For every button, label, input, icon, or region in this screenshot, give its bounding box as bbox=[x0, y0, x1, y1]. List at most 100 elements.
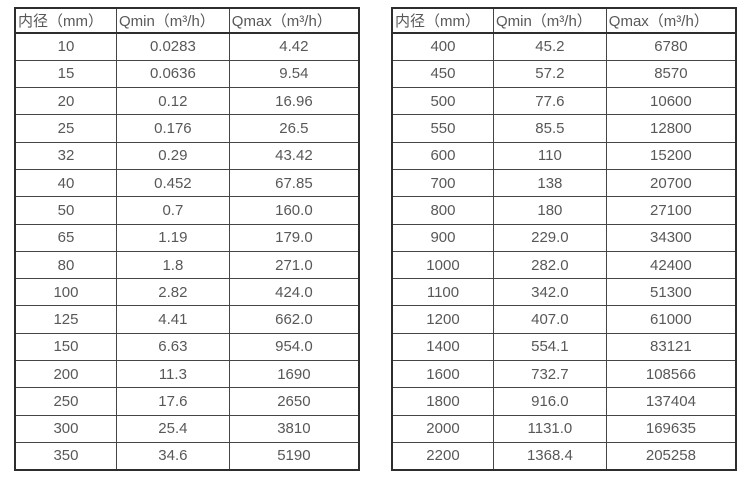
qmax-cell: 83121 bbox=[605, 332, 737, 362]
table-row: 600 110 15200 bbox=[391, 141, 737, 170]
qmin-cell: 916.0 bbox=[492, 387, 607, 416]
qmin-cell: 45.2 bbox=[492, 32, 607, 61]
diameter-cell: 550 bbox=[391, 114, 494, 143]
qmax-cell: 42400 bbox=[605, 250, 737, 280]
table-row: 300 25.4 3810 bbox=[14, 414, 360, 443]
diameter-cell: 300 bbox=[14, 414, 117, 443]
qmin-cell: 25.4 bbox=[115, 414, 230, 443]
table-row: 2000 1131.0 169635 bbox=[391, 414, 737, 443]
diameter-cell: 20 bbox=[14, 87, 117, 116]
diameter-cell: 350 bbox=[14, 441, 117, 471]
qmax-cell: 67.85 bbox=[228, 168, 360, 198]
qmax-cell: 4.42 bbox=[228, 32, 360, 61]
diameter-cell: 2000 bbox=[391, 414, 494, 443]
qmin-cell: 0.452 bbox=[115, 168, 230, 198]
qmax-cell: 12800 bbox=[605, 114, 737, 143]
diameter-cell: 80 bbox=[14, 250, 117, 280]
qmin-cell: 229.0 bbox=[492, 223, 607, 252]
qmin-cell: 282.0 bbox=[492, 250, 607, 280]
header-row: 内径（mm） Qmin（m³/h） Qmax（m³/h） bbox=[14, 7, 360, 34]
flow-rate-tables: 内径（mm） Qmin（m³/h） Qmax（m³/h） 10 0.0283 4.4… bbox=[14, 7, 737, 471]
qmin-cell: 0.0636 bbox=[115, 59, 230, 89]
diameter-cell: 250 bbox=[14, 387, 117, 416]
diameter-cell: 32 bbox=[14, 141, 117, 170]
table-row: 200 11.3 1690 bbox=[14, 360, 360, 389]
table-row: 125 4.41 662.0 bbox=[14, 305, 360, 334]
qmin-cell: 6.63 bbox=[115, 332, 230, 362]
diameter-cell: 150 bbox=[14, 332, 117, 362]
table-row: 550 85.5 12800 bbox=[391, 114, 737, 143]
table-row: 2200 1368.4 205258 bbox=[391, 441, 737, 471]
qmin-cell: 1.8 bbox=[115, 250, 230, 280]
table-row: 350 34.6 5190 bbox=[14, 441, 360, 471]
table-row: 250 17.6 2650 bbox=[14, 387, 360, 416]
table-row: 1800 916.0 137404 bbox=[391, 387, 737, 416]
qmin-cell: 407.0 bbox=[492, 305, 607, 334]
qmax-cell: 179.0 bbox=[228, 223, 360, 252]
qmax-cell: 169635 bbox=[605, 414, 737, 443]
diameter-cell: 600 bbox=[391, 141, 494, 170]
qmin-cell: 34.6 bbox=[115, 441, 230, 471]
qmin-cell: 0.7 bbox=[115, 196, 230, 225]
qmin-cell: 85.5 bbox=[492, 114, 607, 143]
table-row: 1200 407.0 61000 bbox=[391, 305, 737, 334]
diameter-cell: 65 bbox=[14, 223, 117, 252]
table-row: 900 229.0 34300 bbox=[391, 223, 737, 252]
table-row: 20 0.12 16.96 bbox=[14, 87, 360, 116]
qmax-cell: 8570 bbox=[605, 59, 737, 89]
qmin-cell: 1.19 bbox=[115, 223, 230, 252]
qmin-cell: 732.7 bbox=[492, 360, 607, 389]
diameter-cell: 700 bbox=[391, 168, 494, 198]
qmin-cell: 342.0 bbox=[492, 278, 607, 307]
diameter-cell: 400 bbox=[391, 32, 494, 61]
qmax-cell: 15200 bbox=[605, 141, 737, 170]
header-qmax: Qmax（m³/h） bbox=[228, 7, 360, 34]
table-row: 400 45.2 6780 bbox=[391, 32, 737, 61]
diameter-cell: 100 bbox=[14, 278, 117, 307]
qmin-cell: 2.82 bbox=[115, 278, 230, 307]
flow-table-small-diameters: 内径（mm） Qmin（m³/h） Qmax（m³/h） 10 0.0283 4.4… bbox=[14, 7, 360, 471]
qmin-cell: 1131.0 bbox=[492, 414, 607, 443]
qmax-cell: 34300 bbox=[605, 223, 737, 252]
table-row: 1600 732.7 108566 bbox=[391, 360, 737, 389]
header-qmin: Qmin（m³/h） bbox=[492, 7, 607, 34]
qmin-cell: 0.176 bbox=[115, 114, 230, 143]
diameter-cell: 25 bbox=[14, 114, 117, 143]
header-row: 内径（mm） Qmin（m³/h） Qmax（m³/h） bbox=[391, 7, 737, 34]
header-diameter: 内径（mm） bbox=[14, 7, 117, 34]
table-row: 800 180 27100 bbox=[391, 196, 737, 225]
table-row: 150 6.63 954.0 bbox=[14, 332, 360, 362]
table-row: 10 0.0283 4.42 bbox=[14, 32, 360, 61]
table-row: 700 138 20700 bbox=[391, 168, 737, 198]
qmax-cell: 424.0 bbox=[228, 278, 360, 307]
qmax-cell: 10600 bbox=[605, 87, 737, 116]
diameter-cell: 50 bbox=[14, 196, 117, 225]
qmax-cell: 160.0 bbox=[228, 196, 360, 225]
qmax-cell: 51300 bbox=[605, 278, 737, 307]
header-diameter: 内径（mm） bbox=[391, 7, 494, 34]
diameter-cell: 900 bbox=[391, 223, 494, 252]
qmax-cell: 27100 bbox=[605, 196, 737, 225]
qmin-cell: 1368.4 bbox=[492, 441, 607, 471]
qmax-cell: 2650 bbox=[228, 387, 360, 416]
diameter-cell: 1800 bbox=[391, 387, 494, 416]
diameter-cell: 10 bbox=[14, 32, 117, 61]
qmax-cell: 43.42 bbox=[228, 141, 360, 170]
table-row: 32 0.29 43.42 bbox=[14, 141, 360, 170]
qmax-cell: 16.96 bbox=[228, 87, 360, 116]
table-row: 15 0.0636 9.54 bbox=[14, 59, 360, 89]
qmax-cell: 1690 bbox=[228, 360, 360, 389]
table-row: 1000 282.0 42400 bbox=[391, 250, 737, 280]
qmax-cell: 137404 bbox=[605, 387, 737, 416]
qmin-cell: 0.0283 bbox=[115, 32, 230, 61]
qmax-cell: 662.0 bbox=[228, 305, 360, 334]
header-qmax: Qmax（m³/h） bbox=[605, 7, 737, 34]
diameter-cell: 200 bbox=[14, 360, 117, 389]
diameter-cell: 1100 bbox=[391, 278, 494, 307]
table-row: 25 0.176 26.5 bbox=[14, 114, 360, 143]
qmax-cell: 9.54 bbox=[228, 59, 360, 89]
diameter-cell: 1600 bbox=[391, 360, 494, 389]
qmax-cell: 5190 bbox=[228, 441, 360, 471]
qmin-cell: 0.29 bbox=[115, 141, 230, 170]
qmax-cell: 954.0 bbox=[228, 332, 360, 362]
